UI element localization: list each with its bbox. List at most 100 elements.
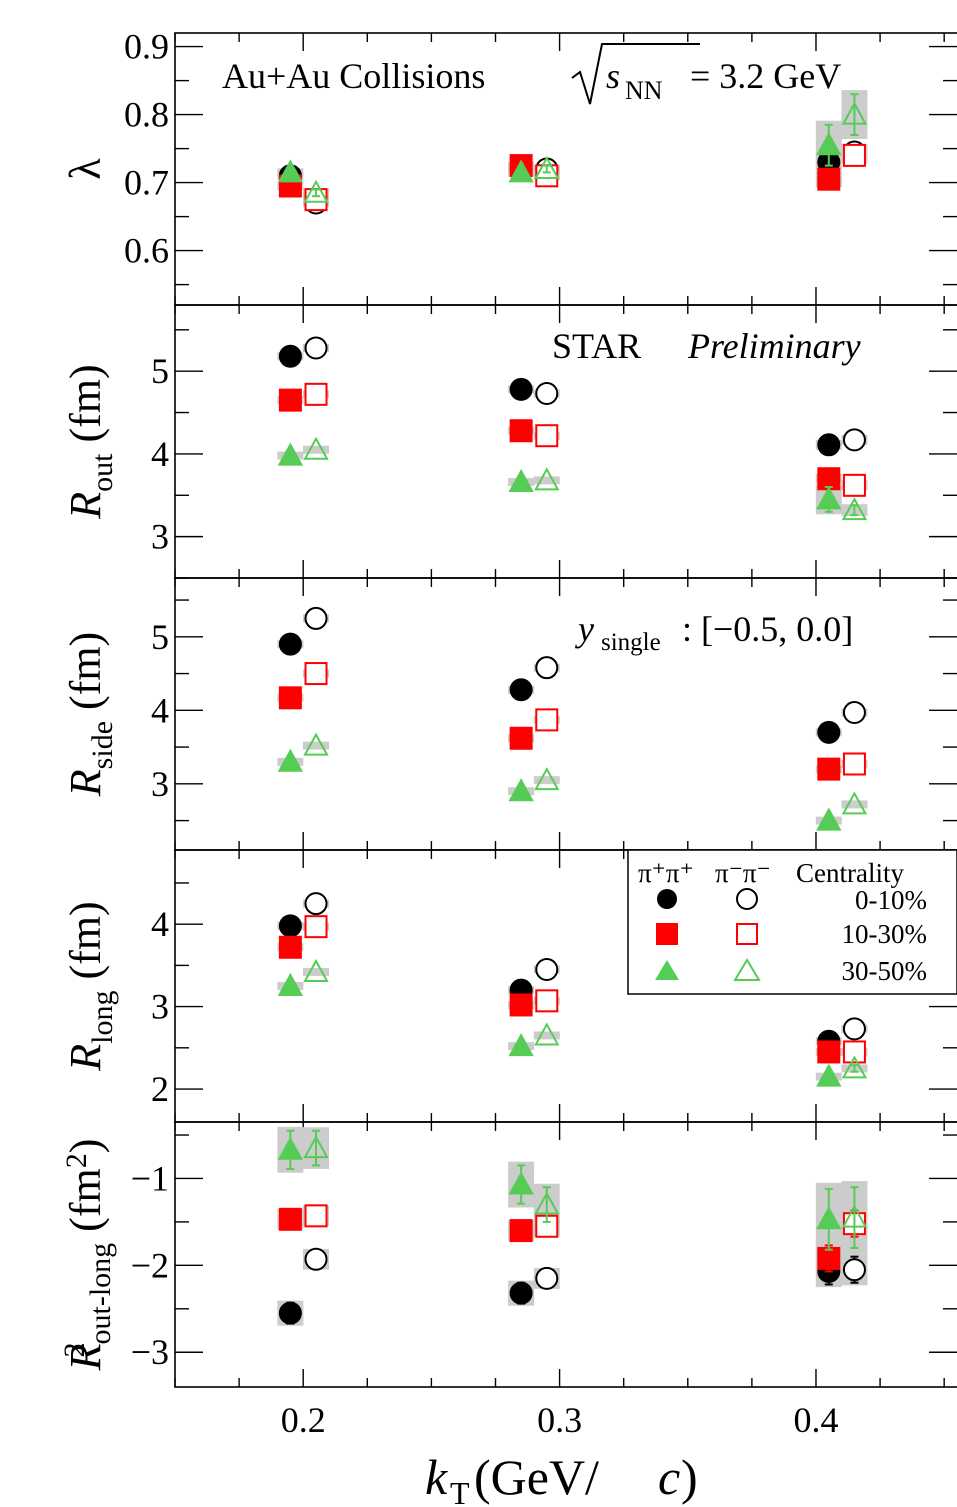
systematic-band [533,1031,560,1040]
point-rside-mm-30-50-1 [534,767,560,791]
point-rout-pp-0-10-0 [278,344,302,368]
legend-marker-pp-30-50 [655,960,679,980]
star-label: STAR [552,326,641,366]
point-routlong-mm-30-50-1 [534,1191,560,1215]
title-nn: NN [625,76,663,105]
point-routlong-mm-0-10-0 [304,1247,328,1271]
point-lambda-mm-30-50-0 [303,179,329,203]
point-rside-mm-30-50-0 [303,732,329,756]
point-rside-pp-30-50-2 [816,807,842,831]
point-rside-pp-0-10-1 [509,678,533,702]
point-rout-mm-0-10-1 [535,382,559,406]
point-rside-pp-10-30-2 [817,757,841,781]
x-tick-label: 0.2 [281,1400,326,1440]
point-rout-mm-10-30-2 [842,473,866,497]
point-rlong-mm-10-30-0 [304,915,328,939]
point-lambda-pp-30-50-2 [816,132,842,156]
y-tick-label: 0.6 [124,231,169,271]
y-tick-label: 3 [151,517,169,557]
point-rside-pp-10-30-1 [509,726,533,750]
y-axis-label-rside: Rside (fm) [61,632,119,797]
panel-routlong: −1 −2 −3 R2out-long (fm2) [58,1121,957,1388]
point-rlong-pp-30-50-1 [508,1033,534,1057]
panel-frame [174,1121,957,1388]
point-lambda-mm-10-30-2 [842,143,866,167]
y-axis-label-routlong: R2out-long (fm2) [58,1139,117,1372]
point-routlong-pp-30-50-0 [277,1136,304,1160]
point-rlong-pp-10-30-2 [817,1040,841,1064]
y-tick-label: 2 [151,1069,169,1109]
point-routlong-pp-10-30-0 [278,1207,302,1231]
panel-rout: 3 4 5 Rout (fm) [61,304,957,579]
y-tick-label: 4 [151,904,169,944]
point-rout-mm-10-30-0 [304,382,328,406]
point-rout-pp-0-10-1 [509,377,533,401]
point-rout-mm-0-10-2 [842,428,866,452]
point-rout-mm-30-50-2 [841,497,868,521]
rapidity-value: : [−0.5, 0.0] [682,609,853,649]
y-tick-label: 0.8 [124,95,169,135]
point-rlong-pp-10-30-1 [509,993,533,1017]
point-routlong-mm-30-50-0 [303,1134,329,1159]
point-rout-pp-10-30-0 [278,388,302,412]
point-routlong-mm-10-30-0 [304,1204,328,1228]
y-tick-label: −3 [131,1332,169,1372]
title-right: = 3.2 GeV [690,56,841,96]
y-tick-label: 4 [151,690,169,730]
x-label-k: k [425,1449,448,1505]
legend: π⁺π⁺ π⁻π⁻ Centrality 0-10% 10-30% 30-50% [627,849,957,995]
y-axis-label-rout: Rout (fm) [61,364,119,519]
point-rlong-pp-10-30-0 [278,935,302,959]
panel-rside: 3 4 5 Rside (fm) [61,577,957,851]
title-left: Au+Au Collisions [222,56,485,96]
legend-marker-mm-30-50 [733,958,761,981]
title-s: s [606,56,620,96]
legend-label-30-50: 30-50% [842,956,927,986]
point-rout-pp-30-50-0 [277,442,304,466]
point-rlong-mm-10-30-1 [535,989,559,1013]
x-label-t: T [450,1475,470,1507]
systematic-band [303,741,330,750]
legend-marker-mm-0-10 [736,888,758,910]
point-rout-mm-30-50-0 [303,436,329,460]
point-routlong-pp-10-30-1 [509,1219,533,1243]
point-routlong-pp-0-10-1 [509,1281,533,1305]
legend-label-10-30: 10-30% [842,919,927,949]
y-tick-label: 0.7 [124,163,169,203]
panels: 0.6 0.7 0.8 0.9 λ 3 4 5 Rout (fm) 3 4 5 Rside (fm) 2 3… [58,27,957,1440]
point-rlong-pp-30-50-2 [816,1063,842,1087]
x-axis-title: k T (GeV/ c ) [425,1449,698,1507]
systematic-band [303,967,330,976]
point-lambda-mm-30-50-1 [534,155,560,179]
point-lambda-pp-30-50-1 [508,159,534,183]
point-rout-pp-10-30-1 [509,419,533,443]
preliminary-label: Preliminary [687,326,861,366]
legend-label-0-10: 0-10% [855,885,927,915]
point-routlong-pp-0-10-0 [278,1301,302,1325]
point-rout-pp-30-50-2 [816,486,842,510]
y-tick-label: 0.9 [124,27,169,67]
point-routlong-mm-30-50-2 [841,1204,868,1228]
point-routlong-pp-30-50-2 [816,1206,842,1230]
point-rout-mm-0-10-0 [304,336,328,360]
systematic-band [841,800,868,809]
point-routlong-pp-30-50-1 [508,1171,534,1195]
y-tick-label: 5 [151,351,169,391]
panel-lambda: 0.6 0.7 0.8 0.9 λ [61,27,957,306]
point-rlong-mm-10-30-2 [842,1040,866,1064]
point-rlong-pp-0-10-0 [278,914,302,938]
point-rside-mm-0-10-0 [304,606,328,630]
point-rside-pp-0-10-2 [817,720,841,744]
x-tick-label: 0.4 [793,1400,838,1440]
legend-header-centrality: Centrality [796,858,904,888]
point-rside-pp-0-10-0 [278,632,302,656]
point-rout-mm-30-50-1 [534,467,560,491]
legend-marker-mm-10-30 [736,923,758,945]
legend-header-mm: π⁻π⁻ [715,858,771,888]
point-rlong-mm-0-10-1 [535,958,559,982]
point-rside-mm-0-10-2 [842,701,866,725]
y-tick-label: 3 [151,764,169,804]
y-tick-label: 3 [151,987,169,1027]
systematic-band [533,476,560,485]
